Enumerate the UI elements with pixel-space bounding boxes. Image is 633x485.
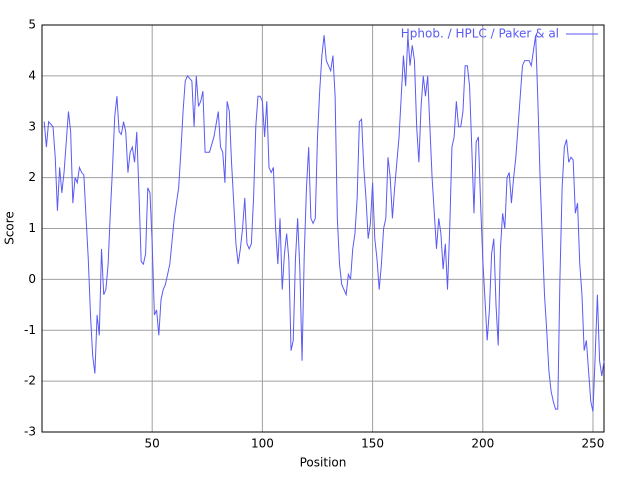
y-tick-label: 1	[28, 221, 36, 235]
y-tick-label: 0	[28, 272, 36, 286]
y-tick-label: -1	[24, 323, 36, 337]
x-tick-label: 250	[582, 437, 605, 451]
y-tick-label: 3	[28, 119, 36, 133]
y-tick-label: 2	[28, 170, 36, 184]
x-tick-label: 150	[361, 437, 384, 451]
y-tick-label: 4	[28, 68, 36, 82]
y-tick-label: -3	[24, 425, 36, 439]
legend-label: Hphob. / HPLC / Paker & al	[401, 27, 559, 41]
data-line	[43, 35, 605, 412]
plot-frame	[41, 24, 605, 433]
y-tick-label: -2	[24, 374, 36, 388]
x-tick-label: 200	[471, 437, 494, 451]
x-tick-label: 50	[145, 437, 160, 451]
x-tick-label: 100	[251, 437, 274, 451]
y-tick-label: 5	[28, 18, 36, 32]
y-axis-label: Score	[3, 211, 17, 245]
x-axis-label: Position	[300, 456, 347, 470]
